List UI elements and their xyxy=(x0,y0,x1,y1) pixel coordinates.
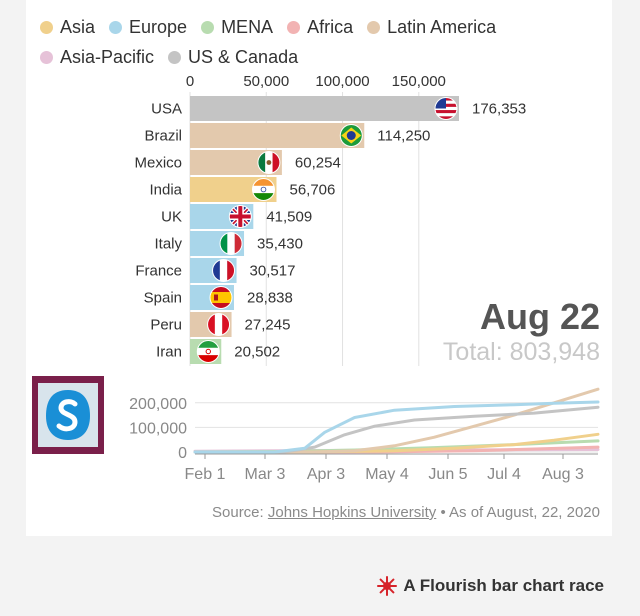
bar[interactable] xyxy=(190,123,365,148)
line-series xyxy=(193,387,600,454)
legend-swatch xyxy=(40,20,53,34)
bar[interactable] xyxy=(190,96,459,121)
bar-category-label: France xyxy=(135,263,182,280)
bar-category-label: India xyxy=(149,182,182,199)
source-prefix: Source: xyxy=(212,504,268,521)
bar-value-label: 41,509 xyxy=(266,209,312,226)
bar-category-label: Italy xyxy=(154,236,182,253)
bar-x-tick-label: 50,000 xyxy=(243,73,289,90)
brazil-flag-icon xyxy=(339,124,363,147)
legend-item[interactable]: Latin America xyxy=(367,14,496,40)
legend-label: Asia xyxy=(60,17,96,37)
legend-item[interactable]: US & Canada xyxy=(168,44,298,70)
bar-x-tick-label: 100,000 xyxy=(315,73,369,90)
bar-category-label: Iran xyxy=(156,344,182,361)
source-suffix: • As of August, 22, 2020 xyxy=(436,504,600,521)
bar-category-label: Mexico xyxy=(134,155,182,172)
source-line: Source: Johns Hopkins University • As of… xyxy=(212,504,600,521)
legend-swatch xyxy=(109,20,123,34)
legend-item[interactable]: MENA xyxy=(201,14,273,40)
bar-x-tick-label: 0 xyxy=(186,73,194,90)
peru-flag-icon xyxy=(207,313,231,336)
spain-flag-icon xyxy=(209,286,233,309)
italy-flag-icon xyxy=(219,232,243,255)
bar-value-label: 27,245 xyxy=(245,317,291,334)
bar-x-tick-label: 150,000 xyxy=(392,73,446,90)
legend-label: Europe xyxy=(129,17,188,37)
bar-category-label: Spain xyxy=(144,290,182,307)
bar-value-label: 35,430 xyxy=(257,236,303,253)
legend-item[interactable]: Asia xyxy=(40,14,95,40)
bar-category-label: USA xyxy=(151,101,182,118)
line-y-tick-label: 100,000 xyxy=(129,420,187,437)
footer-text: A Flourish bar chart race xyxy=(403,576,604,595)
uk-flag-icon xyxy=(228,205,252,228)
legend-label: US & Canada xyxy=(188,47,299,67)
line-x-tick-label: May 4 xyxy=(365,466,409,483)
line-y-tick-label: 200,000 xyxy=(129,396,187,413)
mexico-flag-icon xyxy=(257,151,281,174)
legend-label: MENA xyxy=(221,17,274,37)
current-date-label: Aug 22 xyxy=(479,296,600,337)
bar-value-label: 20,502 xyxy=(234,344,280,361)
india-flag-icon xyxy=(251,178,275,201)
logo-inner xyxy=(38,383,98,447)
line-x-tick-label: Apr 3 xyxy=(307,466,345,483)
flourish-footer[interactable]: A Flourish bar chart race xyxy=(377,576,604,596)
line-y-tick-label: 0 xyxy=(178,445,187,462)
line-series xyxy=(193,400,600,454)
france-flag-icon xyxy=(212,259,236,282)
bar-value-label: 30,517 xyxy=(250,263,296,280)
total-count-label: Total: 803,948 xyxy=(442,338,600,366)
app-logo xyxy=(32,376,104,454)
source-link[interactable]: Johns Hopkins University xyxy=(267,504,437,521)
legend-item[interactable]: Africa xyxy=(287,14,353,40)
bar-category-label: Peru xyxy=(150,317,182,334)
bar-category-label: UK xyxy=(161,209,182,226)
legend-swatch xyxy=(287,20,301,34)
legend-label: Asia-Pacific xyxy=(60,47,155,67)
bar-category-label: Brazil xyxy=(144,128,182,145)
legend-swatch xyxy=(168,50,182,64)
bar-value-label: 176,353 xyxy=(472,101,526,118)
flourish-logo-icon xyxy=(377,576,398,596)
legend-label: Africa xyxy=(307,17,354,37)
legend-label: Latin America xyxy=(387,17,497,37)
bar-value-label: 60,254 xyxy=(295,155,341,172)
chart-canvas: 0 50,000 100,000 150,000 USA 176,353 Brazil 11… xyxy=(129,73,600,483)
bar-value-label: 28,838 xyxy=(247,290,293,307)
legend: Asia Europe MENA Africa Latin America Asia-Pa… xyxy=(40,14,610,70)
line-x-tick-label: Feb 1 xyxy=(185,466,226,483)
line-x-tick-label: Jul 4 xyxy=(487,466,521,483)
bar-value-label: 56,706 xyxy=(289,182,335,199)
line-x-tick-label: Mar 3 xyxy=(245,466,286,483)
iran-flag-icon xyxy=(196,340,220,363)
legend-item[interactable]: Europe xyxy=(109,14,187,40)
us-flag-icon xyxy=(434,97,458,120)
legend-item[interactable]: Asia-Pacific xyxy=(40,44,154,70)
line-x-tick-label: Aug 3 xyxy=(542,466,584,483)
bar-value-label: 114,250 xyxy=(377,128,430,145)
legend-swatch xyxy=(201,20,215,34)
line-x-tick-label: Jun 5 xyxy=(428,466,467,483)
legend-swatch xyxy=(40,50,53,64)
logo-s-icon xyxy=(46,390,90,440)
legend-swatch xyxy=(367,20,381,34)
